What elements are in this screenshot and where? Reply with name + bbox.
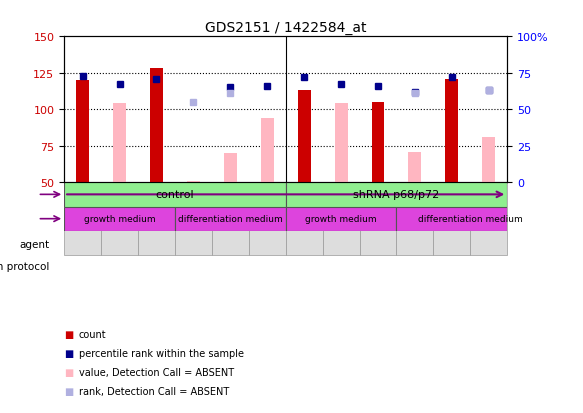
- Bar: [396, 207, 507, 231]
- Text: ■: ■: [64, 387, 73, 396]
- Bar: [249, 183, 286, 256]
- Bar: [286, 207, 396, 231]
- Text: differentiation medium: differentiation medium: [418, 215, 523, 223]
- Bar: [286, 183, 322, 256]
- Bar: [224, 154, 237, 183]
- Bar: [64, 183, 101, 256]
- Text: value, Detection Call = ABSENT: value, Detection Call = ABSENT: [79, 368, 234, 377]
- Text: shRNA p68/p72: shRNA p68/p72: [353, 190, 440, 200]
- Bar: [322, 183, 360, 256]
- Text: growth medium: growth medium: [305, 215, 377, 223]
- Bar: [335, 104, 347, 183]
- Text: growth protocol: growth protocol: [0, 261, 50, 271]
- Text: count: count: [79, 330, 106, 339]
- Bar: [482, 138, 495, 183]
- Bar: [298, 91, 311, 183]
- Bar: [261, 119, 273, 183]
- Bar: [212, 183, 249, 256]
- Text: differentiation medium: differentiation medium: [178, 215, 283, 223]
- Text: rank, Detection Call = ABSENT: rank, Detection Call = ABSENT: [79, 387, 229, 396]
- Bar: [396, 183, 433, 256]
- Bar: [286, 183, 507, 207]
- Bar: [409, 152, 422, 183]
- Bar: [64, 183, 286, 207]
- Bar: [445, 79, 458, 183]
- Bar: [187, 181, 200, 183]
- Bar: [175, 207, 286, 231]
- Text: control: control: [156, 190, 194, 200]
- Bar: [360, 183, 396, 256]
- Bar: [433, 183, 470, 256]
- Text: percentile rank within the sample: percentile rank within the sample: [79, 349, 244, 358]
- Bar: [175, 183, 212, 256]
- Bar: [76, 81, 89, 183]
- Bar: [101, 183, 138, 256]
- Text: ■: ■: [64, 330, 73, 339]
- Title: GDS2151 / 1422584_at: GDS2151 / 1422584_at: [205, 21, 367, 35]
- Text: ■: ■: [64, 368, 73, 377]
- Bar: [64, 207, 175, 231]
- Bar: [138, 183, 175, 256]
- Bar: [113, 104, 126, 183]
- Text: ■: ■: [64, 349, 73, 358]
- Bar: [470, 183, 507, 256]
- Bar: [150, 69, 163, 183]
- Text: growth medium: growth medium: [84, 215, 155, 223]
- Bar: [371, 103, 384, 183]
- Text: agent: agent: [19, 240, 50, 249]
